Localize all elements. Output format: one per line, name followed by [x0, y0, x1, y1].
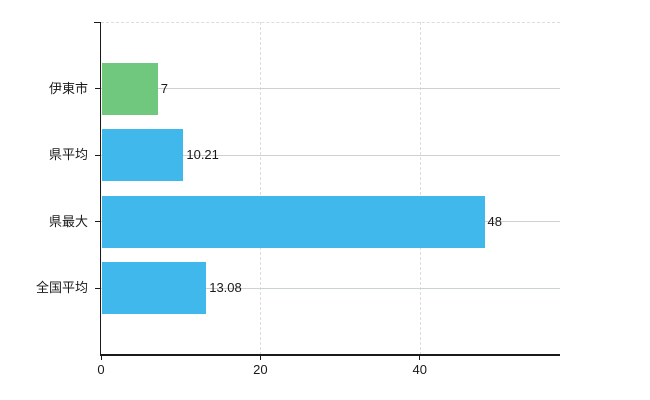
row-grid-line	[101, 154, 560, 156]
plot-top-border	[101, 22, 560, 23]
bar-value-label: 7	[160, 80, 169, 96]
category-tick	[95, 221, 101, 223]
bar-value-label: 10.21	[186, 147, 219, 163]
x-tick	[419, 355, 421, 360]
category-label: 伊東市	[48, 80, 88, 96]
x-tick-label: 40	[412, 362, 427, 377]
grid-line-vertical	[419, 22, 421, 355]
bar[interactable]	[102, 195, 485, 248]
bar[interactable]	[102, 62, 158, 115]
category-tick	[95, 88, 101, 90]
x-tick-label: 20	[253, 362, 268, 377]
row-grid-line	[101, 287, 560, 289]
category-label: 県最大	[48, 213, 88, 229]
bar-value-label: 13.08	[209, 280, 242, 296]
x-axis-line	[99, 354, 560, 356]
y-axis-line	[99, 22, 101, 355]
bar[interactable]	[102, 129, 184, 182]
row-grid-line	[101, 88, 560, 90]
category-tick	[95, 287, 101, 289]
grid-line-vertical	[260, 22, 262, 355]
x-tick	[100, 355, 102, 360]
bar-value-label: 48	[487, 213, 502, 229]
y-axis-top-tick	[94, 22, 101, 23]
x-tick-label: 0	[97, 362, 105, 377]
category-tick	[95, 154, 101, 156]
category-label: 全国平均	[35, 280, 88, 296]
bar[interactable]	[102, 262, 207, 315]
category-label: 県平均	[48, 147, 88, 163]
x-tick	[259, 355, 261, 360]
